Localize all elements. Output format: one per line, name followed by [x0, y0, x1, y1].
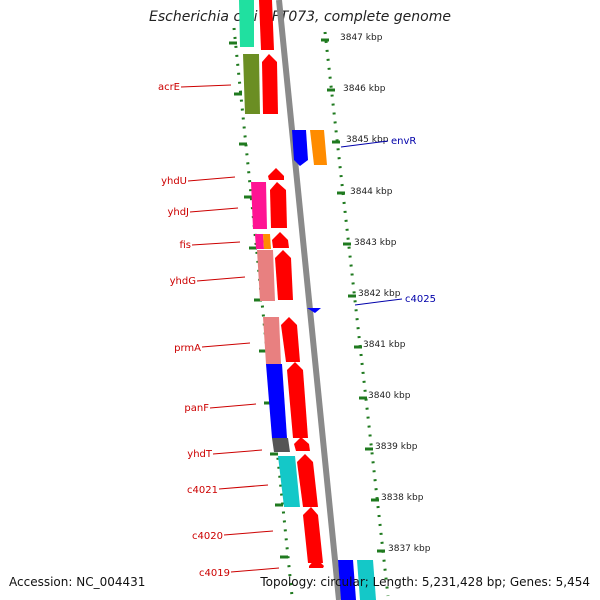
gene-block-mint [239, 0, 254, 47]
gene-labels-left: acrE yhdU yhdJ fis yhdG prmA panF yhdT c… [158, 82, 230, 579]
tick-label: 3840 kbp [368, 391, 411, 401]
genome-backbone [276, 0, 342, 600]
tick-label: 3841 kbp [363, 340, 406, 350]
tick-label: 3837 kbp [388, 544, 431, 554]
gene-arrow [287, 362, 308, 438]
gene-block-bottom-blue [338, 560, 356, 600]
gene-blocks-outer [292, 130, 376, 600]
gene-label: envR [391, 136, 416, 147]
genome-summary: Topology: circular; Length: 5,231,428 bp… [260, 575, 590, 589]
accession-label: Accession: NC_004431 [9, 575, 146, 589]
gene-block-fis-pink [255, 234, 264, 249]
gene-arrow [275, 250, 293, 300]
gene-arrow [281, 317, 300, 362]
leader-lines-right [340, 140, 403, 306]
gene-label: panF [184, 403, 209, 414]
gene-arrow [262, 54, 278, 114]
leader-lines-left [180, 84, 280, 573]
gene-block-envR-orange [310, 130, 327, 165]
tick-label: 3845 kbp [346, 135, 389, 145]
tick-label: 3842 kbp [358, 289, 401, 299]
tick-labels: 3847 kbp 3846 kbp 3845 kbp 3844 kbp 3843… [340, 33, 431, 554]
outer-ticks [321, 38, 385, 553]
gene-arrow [297, 454, 318, 507]
gene-block-acrE [243, 54, 260, 114]
gene-block-bottom-cyan [357, 560, 376, 600]
tick-label: 3847 kbp [340, 33, 383, 43]
gene-arrow [270, 182, 287, 228]
gene-block-panF [266, 364, 287, 438]
gene-block-yhdT [272, 438, 290, 452]
gene-arrows-red [259, 0, 324, 568]
map-title: Escherichia coli CFT073, complete genome [149, 9, 451, 25]
tick-label: 3844 kbp [350, 187, 393, 197]
outer-scale-rail [323, 31, 390, 597]
gene-labels-right: envR c4025 [391, 136, 436, 305]
gene-arrow [259, 0, 274, 50]
gene-label: yhdG [170, 276, 196, 287]
gene-label: fis [179, 240, 191, 251]
gene-arrow [309, 558, 324, 568]
tick-label: 3846 kbp [343, 84, 386, 94]
gene-label: acrE [158, 82, 180, 93]
gene-label: c4025 [405, 294, 436, 305]
gene-label: c4019 [199, 568, 230, 579]
gene-label: yhdJ [167, 207, 189, 218]
gene-label: c4020 [192, 531, 223, 542]
gene-arrow [268, 168, 284, 180]
gene-block-yhdG [257, 250, 275, 301]
gene-label: yhdU [161, 176, 187, 187]
tick-label: 3843 kbp [354, 238, 397, 248]
gene-arrow [294, 437, 310, 451]
tick-label: 3838 kbp [381, 493, 424, 503]
gene-block-fis-orange [263, 234, 271, 249]
gene-block-yhdU [251, 182, 267, 229]
gene-block-c4021 [278, 456, 300, 507]
gene-block-envR-blue [292, 130, 308, 166]
gene-label: c4021 [187, 485, 218, 496]
gene-arrow [303, 507, 323, 563]
gene-arrow [272, 232, 289, 248]
gene-label: prmA [174, 343, 201, 354]
gene-block-prmA [263, 317, 281, 364]
tick-label: 3839 kbp [375, 442, 418, 452]
gene-blocks-inner [239, 0, 300, 507]
gene-label: yhdT [187, 449, 213, 460]
gene-block-c4025 [307, 308, 321, 313]
